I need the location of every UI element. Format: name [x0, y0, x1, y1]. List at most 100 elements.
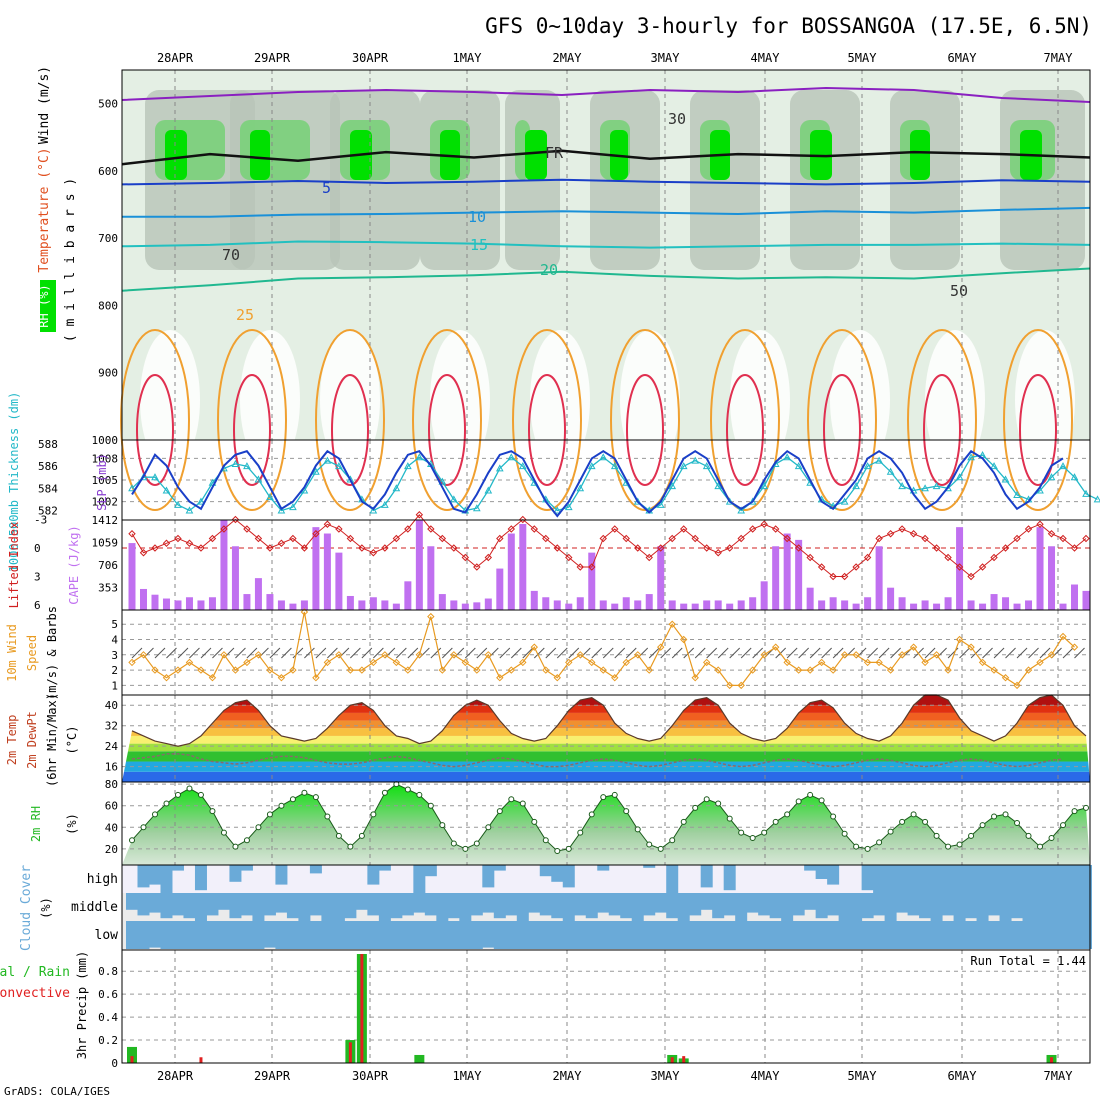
cloud-low-cell: [781, 921, 794, 949]
warm-core-3: [430, 330, 490, 470]
lifted-point: [634, 544, 642, 552]
contour-25-6: [710, 329, 780, 511]
wind-barb: [499, 647, 511, 659]
wind-point: [1059, 632, 1067, 641]
cloud-middle-cell: [827, 893, 840, 916]
cape-bar: [887, 587, 895, 610]
wind-point: [1070, 643, 1079, 651]
cloud-middle-cell: [447, 893, 460, 919]
upper-air-ylabel-wind: Wind (m/s): [37, 66, 52, 144]
lifted-point: [852, 563, 860, 571]
rh-point: [163, 800, 170, 807]
wind-point: [369, 658, 378, 667]
cloud-high-cell: [597, 865, 610, 871]
wind-barb: [683, 647, 695, 659]
date-label-bottom-30APR: 30APR: [352, 1069, 389, 1083]
cloud-middle-cell: [919, 893, 932, 919]
cloud-high-cell: [551, 865, 564, 882]
temp-ylabel-2: 2m DewPt: [25, 711, 39, 769]
cloud-high-cell: [562, 865, 575, 888]
rh-high-band-0: [165, 130, 187, 180]
cape-bar: [358, 600, 366, 610]
cape-bar: [622, 597, 630, 610]
rh-point: [1002, 811, 1009, 818]
wind-point: [450, 651, 458, 659]
cloud-low-cell: [528, 921, 541, 949]
rh-ylabel-1: 2m RH: [29, 806, 43, 842]
cape-bar: [990, 594, 998, 610]
rh-point: [347, 843, 354, 850]
wind-point: [932, 651, 941, 659]
rh-point: [646, 841, 653, 848]
rh-point: [554, 847, 561, 854]
cloud-high-cell: [976, 865, 989, 893]
wind-barb: [304, 647, 315, 659]
wind-point: [427, 612, 435, 621]
wind-barb: [533, 647, 545, 659]
cape-bar: [576, 597, 584, 610]
cloud-middle-cell: [643, 893, 656, 916]
rh-point: [853, 843, 860, 850]
date-label-top-1MAY: 1MAY: [453, 51, 483, 65]
cloud-middle-cell: [263, 893, 276, 916]
cloud-low-cell: [723, 921, 736, 949]
temp-ylabel-1: 2m Temp: [5, 715, 19, 766]
contour-label-FR: FR: [545, 144, 564, 162]
cloud-middle-cell: [493, 893, 506, 919]
thickness-point: [266, 493, 274, 501]
rh-point: [749, 835, 756, 842]
cloud-low-cell: [286, 921, 299, 949]
thickness-point: [185, 506, 194, 514]
wind-point: [840, 651, 849, 659]
thickness-line: [131, 454, 1098, 512]
cloud-low-cell: [137, 921, 150, 949]
lifted-point: [484, 553, 493, 562]
cape-ytick-1059: 1059: [92, 537, 119, 550]
cloud-middle-cell: [1057, 893, 1070, 921]
lifted-point: [714, 549, 722, 557]
thickness-point: [1082, 489, 1090, 497]
cape-bar: [588, 552, 596, 610]
cloud-high-cell: [1057, 865, 1070, 893]
wind-point: [829, 666, 837, 674]
cape-bar: [1082, 590, 1090, 610]
precip-conv-bar: [670, 1057, 674, 1063]
contour-25-4: [512, 329, 582, 511]
lifted-ytick-3: 3: [34, 571, 41, 584]
thickness-point: [955, 473, 964, 481]
wind-ytick-1: 1: [111, 679, 118, 692]
lifted-point: [1013, 534, 1021, 543]
lifted-point: [323, 520, 332, 528]
cloud-middle-cell: [677, 893, 690, 921]
lifted-point: [151, 544, 159, 552]
cloud-low-cell: [459, 921, 472, 949]
precip-ytick-0.6: 0.6: [98, 988, 118, 1001]
wind-point: [1047, 651, 1056, 659]
wind-point: [794, 666, 803, 674]
lifted-point: [806, 553, 814, 562]
lifted-ylabel: Lifted Index: [7, 522, 21, 609]
rh-point: [255, 824, 262, 831]
upper-air-ytick-800: 800: [98, 299, 118, 312]
wind-point: [507, 666, 516, 674]
cloud-low-cell: [746, 921, 759, 949]
wind-barb: [350, 647, 361, 659]
grads-credit: GrADS: COLA/IGES: [4, 1085, 110, 1098]
precip-total-bar: [414, 1054, 425, 1063]
thickness-point: [967, 453, 975, 461]
cloud-high-cell: [896, 865, 909, 893]
thickness-point: [392, 484, 401, 492]
cloud-high-cell: [1068, 865, 1081, 893]
cloud-low-cell: [608, 921, 621, 949]
cloud-high-cell: [907, 865, 920, 893]
rh-point: [864, 845, 871, 852]
cloud-ylabel-1: Cloud Cover: [19, 865, 34, 951]
cloud-middle-cell: [194, 893, 207, 921]
wind-point: [668, 620, 676, 628]
contour-30-0: [136, 374, 174, 486]
cloud-middle-cell: [252, 893, 265, 921]
cloud-middle-cell: [781, 893, 794, 921]
dewpt-line: [131, 753, 1064, 768]
precip-ytick-0.2: 0.2: [98, 1034, 118, 1047]
cape-bar: [795, 539, 803, 610]
